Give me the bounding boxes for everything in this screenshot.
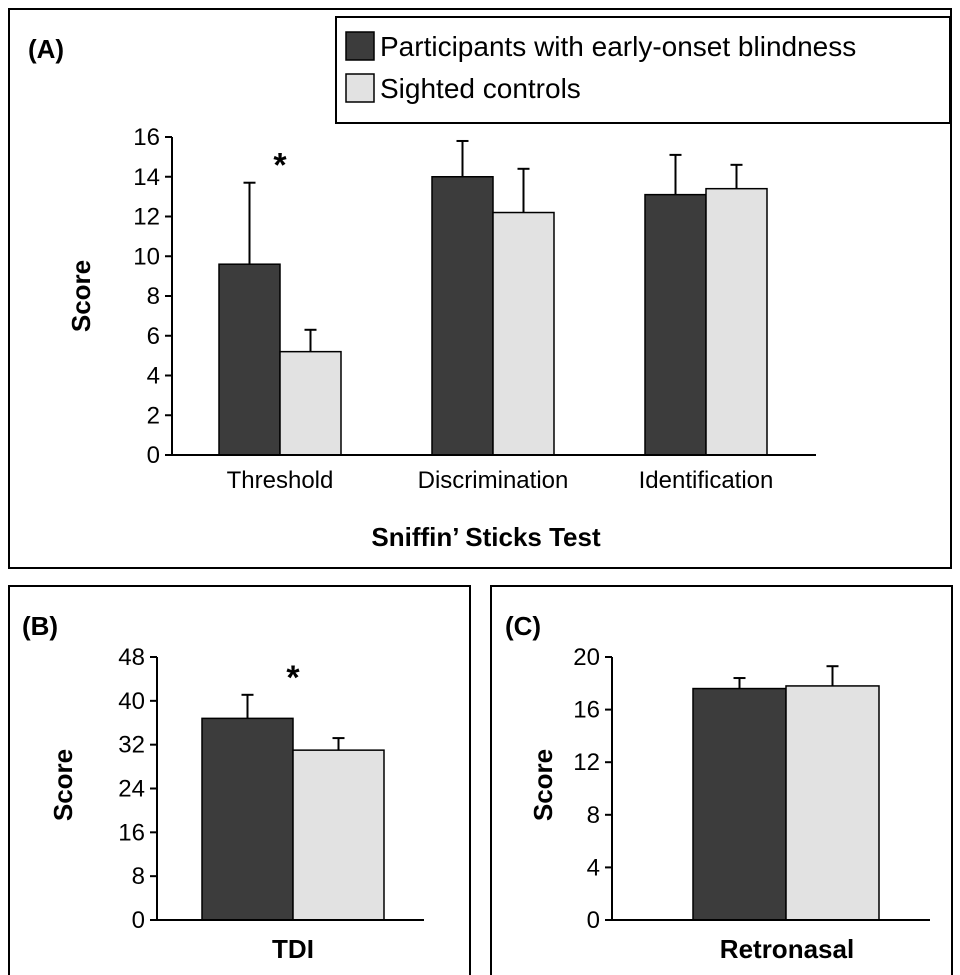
panel-a-significance: * <box>273 147 287 185</box>
panel-a-y-axis-title: Score <box>66 260 96 332</box>
y-tick-label: 24 <box>118 776 145 803</box>
y-tick-label: 6 <box>147 323 160 350</box>
y-tick-label: 2 <box>147 402 160 429</box>
bar-sighted <box>492 211 555 456</box>
x-category-label: Identification <box>639 467 774 494</box>
bar-sighted <box>785 685 880 921</box>
significance-marker: * <box>273 147 287 185</box>
bar-blind <box>431 176 494 456</box>
y-tick-label: 12 <box>133 204 160 231</box>
bar-sighted <box>705 187 768 456</box>
bar-blind <box>201 717 294 921</box>
panel-c: (C) Score Retronasal 0 4 8 12 16 20 <box>505 611 930 964</box>
x-category-label: Discrimination <box>418 467 569 494</box>
panel-c-error-bars <box>733 665 839 689</box>
panel-c-label: (C) <box>505 611 541 641</box>
bar-sighted <box>279 350 342 456</box>
y-tick-label: 40 <box>118 688 145 715</box>
legend-swatch-blind <box>345 31 375 61</box>
y-tick-label: 4 <box>147 363 160 390</box>
y-tick-label: 0 <box>132 907 145 934</box>
panel-b-frame <box>8 585 471 975</box>
bar-blind <box>692 687 787 921</box>
panel-c-y-ticks: 0 4 8 12 16 20 <box>573 644 612 934</box>
panel-a-frame <box>8 8 952 569</box>
bar-sighted <box>292 749 385 921</box>
bar-blind <box>218 263 281 456</box>
legend-frame <box>335 16 951 124</box>
panel-b-significance: * <box>286 659 300 697</box>
y-tick-label: 0 <box>147 442 160 469</box>
bar-blind <box>644 193 707 456</box>
legend-swatch-sighted <box>345 73 375 103</box>
panel-b-y-ticks: 0 8 16 24 32 40 48 <box>118 644 157 934</box>
y-tick-label: 16 <box>133 124 160 151</box>
y-tick-label: 0 <box>587 907 600 934</box>
legend-label-sighted: Sighted controls <box>380 73 581 104</box>
panel-a: (A) Score Sniffin’ Sticks Test 0 2 4 6 8 10 12… <box>28 34 816 552</box>
y-tick-label: 8 <box>147 283 160 310</box>
panel-b-error-bars <box>241 693 345 751</box>
panel-c-x-axis-title: Retronasal <box>720 934 854 964</box>
panel-c-frame <box>490 585 953 975</box>
panel-c-y-axis-title: Score <box>528 749 558 821</box>
y-tick-label: 16 <box>573 697 600 724</box>
y-tick-label: 4 <box>587 854 600 881</box>
y-tick-label: 14 <box>133 164 160 191</box>
x-category-label: Threshold <box>227 467 334 494</box>
y-tick-label: 32 <box>118 732 145 759</box>
y-tick-label: 8 <box>587 802 600 829</box>
legend-label-blind: Participants with early-onset blindness <box>380 31 856 62</box>
y-tick-label: 48 <box>118 644 145 671</box>
panel-a-y-ticks: 0 2 4 6 8 10 12 14 16 <box>133 124 172 469</box>
y-tick-label: 8 <box>132 863 145 890</box>
y-tick-label: 12 <box>573 749 600 776</box>
panel-a-x-axis-title: Sniffin’ Sticks Test <box>371 522 601 552</box>
panel-b-label: (B) <box>22 611 58 641</box>
panel-a-error-bars <box>243 139 743 352</box>
panel-b-y-axis-title: Score <box>48 749 78 821</box>
panel-a-bars <box>218 176 768 456</box>
panel-a-x-ticks: Threshold Discrimination Identification <box>227 467 774 494</box>
y-tick-label: 10 <box>133 243 160 270</box>
panel-b: (B) Score TDI 0 8 16 24 32 40 48 * <box>22 611 424 964</box>
panel-a-label: (A) <box>28 34 64 64</box>
y-tick-label: 16 <box>118 819 145 846</box>
y-tick-label: 20 <box>573 644 600 671</box>
panel-b-bars <box>201 717 385 921</box>
panel-b-x-axis-title: TDI <box>272 934 314 964</box>
panel-c-bars <box>692 685 880 921</box>
significance-marker: * <box>286 659 300 697</box>
legend: Participants with early-onset blindness … <box>335 16 951 124</box>
